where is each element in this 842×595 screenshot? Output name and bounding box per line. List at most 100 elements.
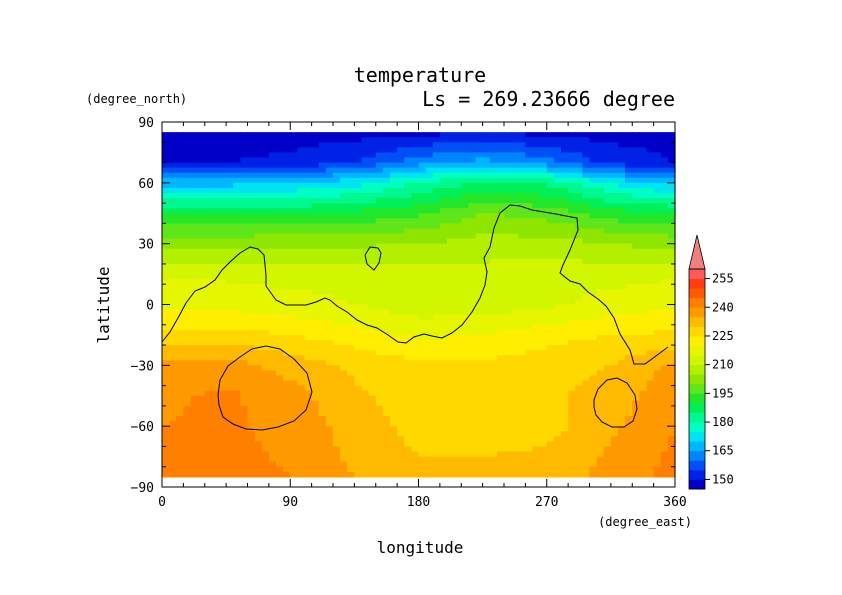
field-cell <box>646 355 655 361</box>
field-cell <box>618 436 626 442</box>
field-cell <box>653 360 662 366</box>
field-cell <box>340 461 348 468</box>
field-cell <box>297 329 306 336</box>
field-cell <box>632 167 640 174</box>
field-cell <box>183 294 192 301</box>
field-cell <box>518 147 526 154</box>
field-cell <box>546 187 555 194</box>
field-cell <box>418 451 427 458</box>
field-cell <box>176 436 184 442</box>
field-cell <box>162 274 170 280</box>
field-cell <box>468 258 477 265</box>
field-cell <box>226 360 234 366</box>
field-cell <box>461 446 469 453</box>
field-cell <box>582 269 591 275</box>
field-cell <box>596 274 605 280</box>
field-cell <box>254 248 263 255</box>
field-cell <box>646 421 655 427</box>
field-cell <box>197 360 206 366</box>
field-cell <box>261 334 270 341</box>
field-cell <box>183 137 192 143</box>
field-cell <box>418 279 427 285</box>
field-cell <box>240 400 249 407</box>
field-cell <box>553 410 562 417</box>
field-cell <box>511 380 519 387</box>
field-cell <box>247 385 256 392</box>
field-cell <box>447 441 455 448</box>
field-cell <box>204 294 213 301</box>
field-cell <box>653 198 662 204</box>
field-cell <box>646 375 655 382</box>
field-cell <box>226 137 234 143</box>
field-cell <box>397 172 405 179</box>
field-cell <box>625 446 633 453</box>
field-cell <box>169 248 177 255</box>
field-cell <box>297 385 306 392</box>
field-cell <box>325 263 334 270</box>
field-cell <box>404 375 412 382</box>
field-cell <box>176 137 184 143</box>
field-cell <box>511 405 519 412</box>
field-cell <box>496 243 505 250</box>
field-cell <box>653 284 662 290</box>
field-cell <box>610 208 619 214</box>
field-cell <box>504 132 512 138</box>
field-cell <box>475 431 484 437</box>
field-cell <box>610 132 619 138</box>
field-cell <box>518 370 526 377</box>
field-cell <box>247 446 256 453</box>
field-cell <box>211 375 220 382</box>
field-cell <box>340 375 348 382</box>
field-cell <box>197 294 206 301</box>
field-cell <box>432 223 441 230</box>
field-cell <box>261 385 270 392</box>
field-cell <box>546 258 555 265</box>
field-cell <box>304 218 313 224</box>
field-cell <box>318 309 327 316</box>
field-cell <box>653 436 662 442</box>
field-cell <box>532 410 541 417</box>
field-cell <box>660 329 669 336</box>
field-cell <box>397 137 405 143</box>
field-cell <box>311 157 320 164</box>
field-cell <box>318 192 327 199</box>
field-cell <box>532 365 541 372</box>
field-cell <box>667 132 676 138</box>
field-cell <box>361 213 370 219</box>
field-cell <box>219 258 227 265</box>
field-cell <box>375 152 384 159</box>
field-cell <box>176 218 184 224</box>
field-cell <box>539 360 548 366</box>
field-cell <box>432 187 441 194</box>
field-cell <box>582 309 591 316</box>
field-cell <box>411 192 420 199</box>
field-cell <box>660 147 669 154</box>
field-cell <box>219 390 227 397</box>
field-cell <box>375 157 384 164</box>
field-cell <box>226 375 234 382</box>
field-cell <box>211 248 220 255</box>
field-cell <box>390 187 398 194</box>
field-cell <box>568 177 576 184</box>
field-cell <box>276 142 284 148</box>
field-cell <box>304 441 313 448</box>
field-cell <box>411 299 420 306</box>
field-cell <box>561 279 569 285</box>
field-cell <box>354 339 363 346</box>
field-cell <box>397 314 405 321</box>
field-cell <box>525 319 534 326</box>
field-cell <box>411 365 420 372</box>
field-cell <box>646 339 655 346</box>
field-cell <box>311 441 320 448</box>
field-cell <box>504 324 512 331</box>
field-cell <box>610 329 619 336</box>
field-cell <box>432 167 441 174</box>
field-cell <box>532 258 541 265</box>
field-cell <box>183 355 192 361</box>
field-cell <box>382 461 391 468</box>
field-cell <box>418 466 427 473</box>
field-cell <box>361 274 370 280</box>
field-cell <box>283 365 291 372</box>
field-cell <box>340 456 348 463</box>
field-cell <box>525 471 534 478</box>
